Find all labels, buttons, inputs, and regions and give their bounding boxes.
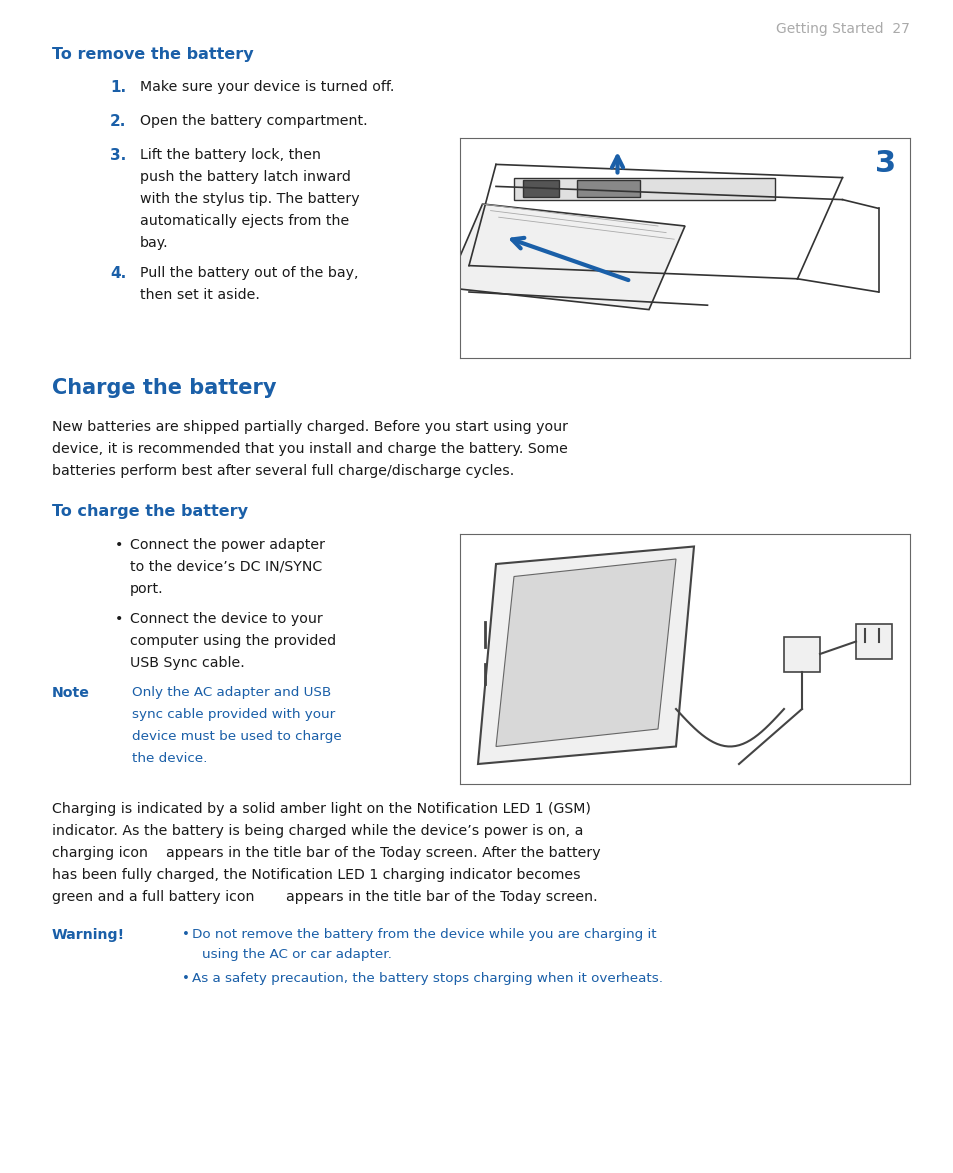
Text: As a safety precaution, the battery stops charging when it overheats.: As a safety precaution, the battery stop… bbox=[192, 972, 662, 985]
Text: USB Sync cable.: USB Sync cable. bbox=[130, 656, 245, 670]
Text: then set it aside.: then set it aside. bbox=[140, 289, 259, 301]
Bar bbox=[522, 179, 558, 197]
Text: •: • bbox=[182, 928, 190, 941]
Polygon shape bbox=[496, 560, 676, 746]
Text: To remove the battery: To remove the battery bbox=[52, 47, 253, 62]
Text: New batteries are shipped partially charged. Before you start using your: New batteries are shipped partially char… bbox=[52, 420, 567, 434]
Text: Getting Started  27: Getting Started 27 bbox=[776, 22, 909, 36]
Text: 4.: 4. bbox=[110, 266, 126, 282]
Polygon shape bbox=[446, 204, 684, 310]
Text: Do not remove the battery from the device while you are charging it: Do not remove the battery from the devic… bbox=[192, 928, 656, 941]
Text: Charging is indicated by a solid amber light on the Notification LED 1 (GSM): Charging is indicated by a solid amber l… bbox=[52, 802, 590, 816]
Text: 3: 3 bbox=[875, 149, 896, 178]
Text: green and a full battery icon       appears in the title bar of the Today screen: green and a full battery icon appears in… bbox=[52, 890, 597, 904]
Text: indicator. As the battery is being charged while the device’s power is on, a: indicator. As the battery is being charg… bbox=[52, 823, 583, 838]
Text: Note: Note bbox=[52, 686, 90, 700]
Text: sync cable provided with your: sync cable provided with your bbox=[132, 708, 335, 721]
Bar bbox=[855, 624, 891, 659]
Text: 2.: 2. bbox=[110, 114, 126, 129]
Text: 1.: 1. bbox=[110, 80, 126, 95]
Bar bbox=[783, 637, 820, 671]
Text: device, it is recommended that you install and charge the battery. Some: device, it is recommended that you insta… bbox=[52, 442, 567, 456]
Text: Charge the battery: Charge the battery bbox=[52, 378, 276, 398]
Text: to the device’s DC IN/SYNC: to the device’s DC IN/SYNC bbox=[130, 560, 322, 574]
Text: bay.: bay. bbox=[140, 236, 169, 250]
Text: port.: port. bbox=[130, 582, 164, 596]
Text: Pull the battery out of the bay,: Pull the battery out of the bay, bbox=[140, 266, 358, 280]
Text: device must be used to charge: device must be used to charge bbox=[132, 730, 341, 743]
Bar bbox=[577, 179, 639, 197]
Text: has been fully charged, the Notification LED 1 charging indicator becomes: has been fully charged, the Notification… bbox=[52, 868, 580, 882]
Text: Connect the device to your: Connect the device to your bbox=[130, 612, 322, 626]
Bar bbox=[514, 177, 774, 199]
Text: batteries perform best after several full charge/discharge cycles.: batteries perform best after several ful… bbox=[52, 465, 514, 479]
Text: •: • bbox=[115, 538, 123, 552]
Text: •: • bbox=[182, 972, 190, 985]
Text: •: • bbox=[115, 612, 123, 626]
Text: with the stylus tip. The battery: with the stylus tip. The battery bbox=[140, 192, 359, 206]
Text: Only the AC adapter and USB: Only the AC adapter and USB bbox=[132, 686, 331, 699]
Text: automatically ejects from the: automatically ejects from the bbox=[140, 213, 349, 228]
Text: Make sure your device is turned off.: Make sure your device is turned off. bbox=[140, 80, 394, 94]
Text: using the AC or car adapter.: using the AC or car adapter. bbox=[202, 948, 392, 961]
Text: Lift the battery lock, then: Lift the battery lock, then bbox=[140, 148, 320, 162]
Text: computer using the provided: computer using the provided bbox=[130, 633, 335, 647]
Text: the device.: the device. bbox=[132, 752, 208, 765]
Text: push the battery latch inward: push the battery latch inward bbox=[140, 170, 351, 184]
Text: charging icon    appears in the title bar of the Today screen. After the battery: charging icon appears in the title bar o… bbox=[52, 846, 600, 860]
Polygon shape bbox=[477, 547, 693, 764]
Text: Open the battery compartment.: Open the battery compartment. bbox=[140, 114, 367, 128]
Text: To charge the battery: To charge the battery bbox=[52, 504, 248, 518]
Text: Warning!: Warning! bbox=[52, 928, 125, 942]
Text: 3.: 3. bbox=[110, 148, 126, 163]
Text: Connect the power adapter: Connect the power adapter bbox=[130, 538, 325, 552]
